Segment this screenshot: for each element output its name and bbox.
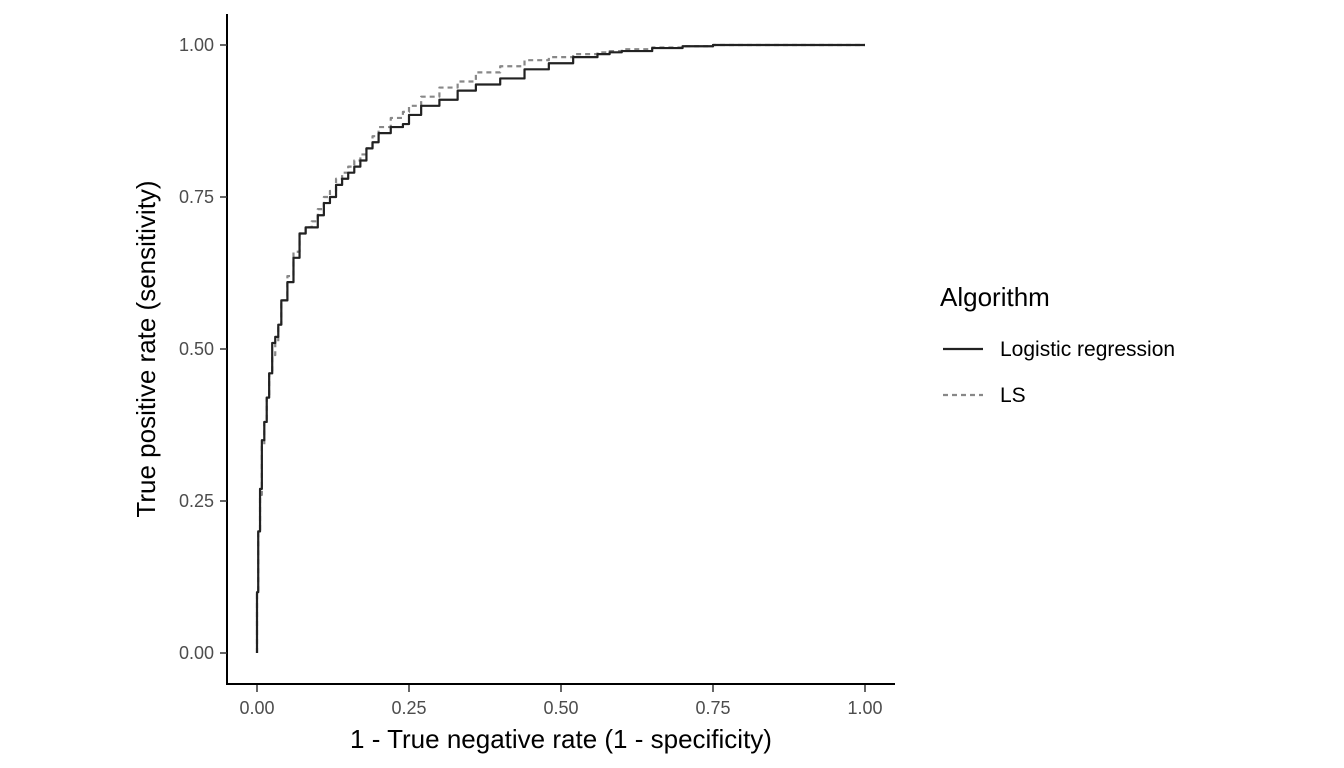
legend-title: Algorithm: [940, 282, 1050, 312]
series-line-logistic-regression: [255, 43, 865, 653]
y-tick-label: 0.25: [179, 491, 214, 511]
y-tick-label: 0.50: [179, 339, 214, 359]
y-tick-label: 0.00: [179, 643, 214, 663]
x-tick-label: 1.00: [847, 698, 882, 718]
y-axis-title: True positive rate (sensitivity): [131, 180, 161, 517]
x-tick-label: 0.50: [543, 698, 578, 718]
legend: Algorithm Logistic regression LS: [940, 282, 1175, 407]
x-tick-label: 0.75: [695, 698, 730, 718]
series: [255, 43, 865, 653]
series-line-ls: [255, 43, 865, 653]
legend-label-logistic-regression: Logistic regression: [1000, 338, 1175, 361]
legend-items: Logistic regression LS: [943, 338, 1175, 407]
legend-label-ls: LS: [1000, 384, 1026, 407]
y-tick-label: 0.75: [179, 187, 214, 207]
axes: [226, 14, 895, 685]
ticks: 0.00 0.25 0.50 0.75 1.00 0.00 0.25 0.50 0.75 1.00: [179, 35, 883, 718]
x-tick-label: 0.00: [239, 698, 274, 718]
x-tick-label: 0.25: [391, 698, 426, 718]
x-axis-title: 1 - True negative rate (1 - specificity): [350, 724, 772, 754]
y-tick-label: 1.00: [179, 35, 214, 55]
